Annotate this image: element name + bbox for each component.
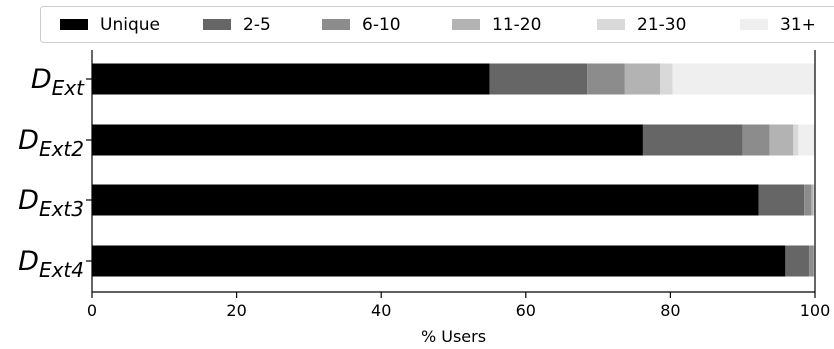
x-tick-label-1: 0 xyxy=(87,301,97,320)
bar-segment-row-4-series-2 xyxy=(785,246,809,277)
x-tick-label-4: 60 xyxy=(516,301,536,320)
bar-segment-row-3-series-2 xyxy=(759,185,805,216)
legend-label-4: 11-20 xyxy=(492,15,541,35)
y-label-base-4: D xyxy=(18,246,39,277)
y-label-subscript-4: Ext4 xyxy=(39,258,84,282)
bar-segment-row-4-series-1 xyxy=(92,246,785,277)
legend-swatch-5 xyxy=(597,19,625,30)
legend-label-5: 21-30 xyxy=(637,15,686,35)
legend-label-2: 2-5 xyxy=(243,15,271,35)
x-axis-label: % Users xyxy=(421,327,486,345)
bars xyxy=(92,64,815,277)
bar-segment-row-2-series-3 xyxy=(743,125,770,156)
bar-segment-row-1-series-4 xyxy=(625,64,660,95)
y-label-subscript-3: Ext3 xyxy=(39,197,84,221)
bar-segment-row-3-series-4 xyxy=(811,185,813,216)
legend-swatch-4 xyxy=(452,19,480,30)
legend-swatch-6 xyxy=(740,19,768,30)
bar-segment-row-4-series-3 xyxy=(809,246,813,277)
y-label-subscript-1: Ext xyxy=(52,76,85,100)
y-label-base-2: D xyxy=(18,125,39,156)
legend-label-1: Unique xyxy=(100,15,160,35)
bar-segment-row-1-series-6 xyxy=(673,64,815,95)
x-tick-label-6: 100 xyxy=(800,301,831,320)
legend: Unique 2-5 6-10 11-20 21-30 31+ xyxy=(41,7,834,43)
legend-swatch-1 xyxy=(60,19,88,30)
y-tick-label-1: DExt xyxy=(31,64,85,100)
y-label-subscript-2: Ext2 xyxy=(39,137,84,161)
bar-segment-row-2-series-6 xyxy=(798,125,815,156)
bar-segment-row-2-series-2 xyxy=(643,125,743,156)
legend-swatch-2 xyxy=(203,19,231,30)
x-tick-label-2: 20 xyxy=(226,301,246,320)
bar-segment-row-1-series-1 xyxy=(92,64,490,95)
y-label-base-1: D xyxy=(31,64,52,95)
y-label-base-3: D xyxy=(18,185,39,216)
x-tick-label-5: 80 xyxy=(660,301,680,320)
bar-segment-row-1-series-3 xyxy=(587,64,625,95)
bar-segment-row-1-series-5 xyxy=(660,64,672,95)
legend-label-3: 6-10 xyxy=(362,15,401,35)
bar-segment-row-2-series-5 xyxy=(793,125,798,156)
bar-segment-row-3-series-1 xyxy=(92,185,759,216)
legend-label-6: 31+ xyxy=(780,15,816,35)
y-tick-label-3: DExt3 xyxy=(18,185,84,221)
bar-segment-row-4-series-4 xyxy=(814,246,815,277)
bar-segment-row-1-series-2 xyxy=(490,64,588,95)
bar-segment-row-2-series-4 xyxy=(769,125,793,156)
bar-segment-row-3-series-3 xyxy=(804,185,811,216)
y-tick-label-4: DExt4 xyxy=(18,246,84,282)
x-tick-label-3: 40 xyxy=(371,301,391,320)
bar-segment-row-3-series-5 xyxy=(814,185,815,216)
y-tick-label-2: DExt2 xyxy=(18,125,84,161)
legend-swatch-3 xyxy=(322,19,350,30)
bar-segment-row-2-series-1 xyxy=(92,125,643,156)
